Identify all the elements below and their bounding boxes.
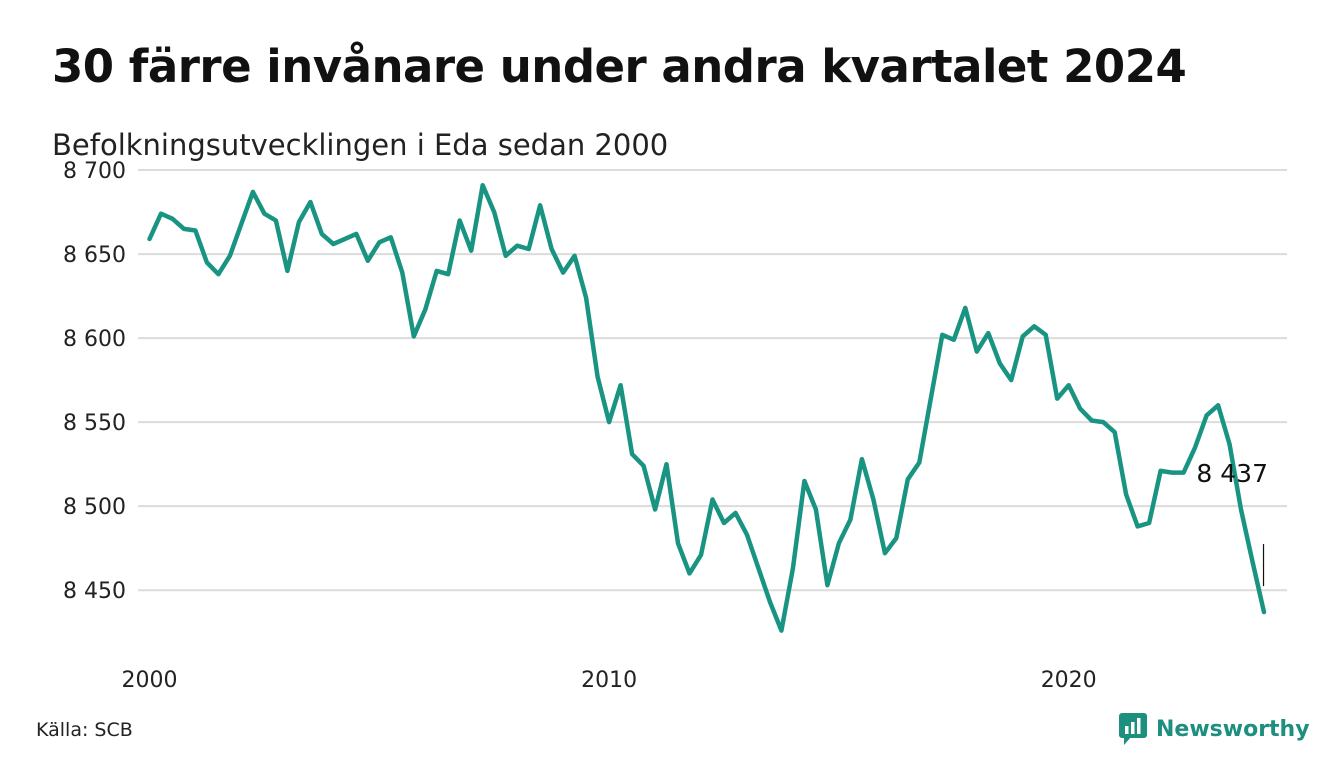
source-note: Källa: SCB xyxy=(36,719,133,741)
y-tick-label: 8 650 xyxy=(63,243,126,268)
grid-lines xyxy=(138,169,1287,592)
annotation-layer: 8 437 xyxy=(1196,459,1268,587)
brand-logo: Newsworthy xyxy=(1118,712,1310,746)
x-tick-label: 2020 xyxy=(1041,668,1097,693)
x-tick-label: 2010 xyxy=(581,668,637,693)
x-tick-label: 2000 xyxy=(121,668,177,693)
y-tick-label: 8 700 xyxy=(63,159,126,184)
y-tick-label: 8 450 xyxy=(63,579,126,604)
y-axis: 8 450 8 500 8 550 8 600 8 650 8 700 xyxy=(63,159,126,604)
chart-title: 30 färre invånare under andra kvartalet … xyxy=(52,40,1187,93)
y-tick-label: 8 550 xyxy=(63,411,126,436)
y-tick-label: 8 600 xyxy=(63,327,126,352)
brand-name: Newsworthy xyxy=(1156,716,1310,742)
x-axis: 2000 2010 2020 xyxy=(121,668,1096,693)
end-value-label: 8 437 xyxy=(1196,459,1268,488)
newsworthy-logo-icon xyxy=(1119,713,1147,745)
series-line xyxy=(147,182,1267,633)
chart-subtitle: Befolkningsutvecklingen i Eda sedan 2000 xyxy=(52,128,669,162)
series-layer xyxy=(147,182,1267,633)
y-tick-label: 8 500 xyxy=(63,495,126,520)
